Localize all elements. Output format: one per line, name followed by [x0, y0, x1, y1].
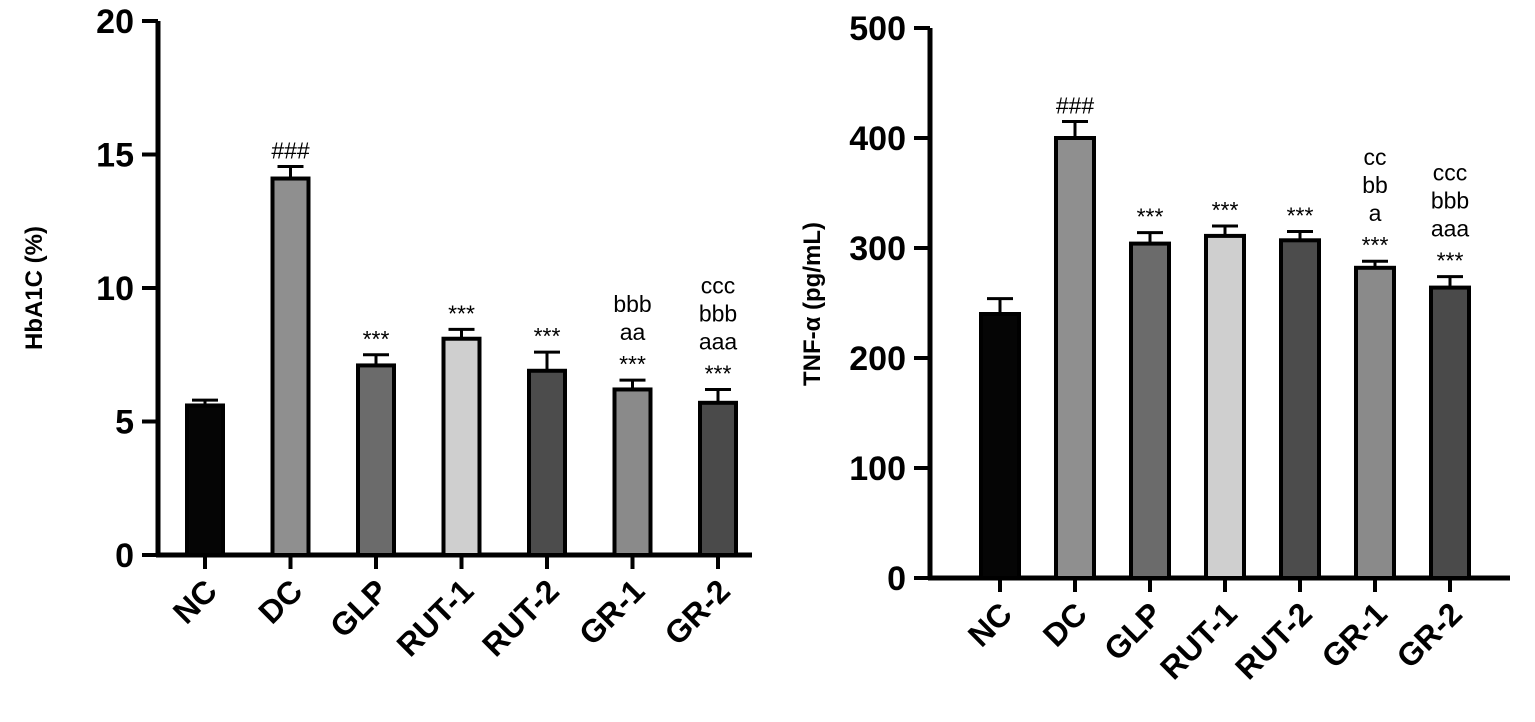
y-tick-label: 300: [849, 230, 906, 268]
bar: [1429, 285, 1471, 580]
bar: [979, 312, 1021, 580]
y-axis-title: HbA1C (%): [21, 226, 48, 350]
bar: [1129, 241, 1171, 580]
significance-label: ccc: [701, 272, 736, 298]
significance-label: ***: [1437, 248, 1464, 274]
y-tick-label: 100: [849, 450, 906, 488]
bar: [612, 387, 653, 557]
y-tick-label: 0: [887, 560, 906, 598]
hba1c-chart: 0 5 10 15 20 HbA1C (%) NC DC ### GLP *** RUT-1 *** RU…: [21, 3, 752, 663]
significance-label: aaa: [699, 328, 738, 354]
y-tick-label: 500: [849, 10, 906, 48]
x-tick-label: RUT-2: [1228, 595, 1319, 686]
y-tick-label: 400: [849, 120, 906, 158]
bar: [1279, 238, 1321, 581]
bar: [356, 363, 396, 557]
x-tick-label: DC: [251, 572, 309, 630]
bar: [698, 400, 738, 557]
x-tick-label: RUT-2: [475, 572, 566, 663]
x-tick-label: NC: [961, 595, 1019, 653]
significance-label: ***: [448, 300, 475, 326]
y-tick-label: 5: [115, 404, 134, 442]
significance-label: ***: [705, 360, 732, 386]
significance-label: aaa: [1431, 216, 1470, 242]
bar: [1054, 136, 1096, 580]
bar: [270, 176, 311, 557]
significance-label: ###: [1056, 93, 1095, 119]
x-tick-label: GR-2: [1389, 595, 1469, 675]
bar: [527, 368, 567, 557]
significance-label: ***: [363, 326, 390, 352]
significance-label: ***: [1137, 204, 1164, 230]
significance-label: ###: [271, 138, 310, 164]
significance-label: ***: [619, 351, 646, 377]
x-tick-label: DC: [1036, 595, 1094, 653]
significance-label: ccc: [1433, 160, 1468, 186]
bar: [1354, 265, 1396, 580]
significance-label: ***: [534, 323, 561, 349]
x-tick-label: GR-1: [1314, 595, 1394, 675]
y-tick-label: 10: [96, 270, 134, 308]
significance-label: ***: [1362, 232, 1389, 258]
y-tick-label: 0: [115, 537, 134, 575]
significance-label: ***: [1287, 203, 1314, 229]
significance-label: a: [1369, 200, 1382, 226]
significance-label: bb: [1362, 172, 1388, 198]
bar: [1204, 233, 1246, 580]
y-tick-label: 15: [96, 137, 134, 175]
significance-label: aa: [620, 319, 646, 345]
x-tick-label: GR-1: [572, 572, 652, 652]
significance-label: bbb: [699, 300, 737, 326]
y-tick-label: 200: [849, 340, 906, 378]
x-tick-label: GR-2: [657, 572, 737, 652]
y-tick-label: 20: [96, 3, 134, 41]
bar: [185, 403, 225, 558]
bar: [441, 336, 482, 558]
y-axis-title: TNF-α (pg/mL): [799, 222, 826, 386]
x-tick-label: NC: [166, 572, 224, 630]
significance-label: bbb: [613, 291, 651, 317]
x-tick-label: RUT-1: [1153, 595, 1244, 686]
significance-label: bbb: [1431, 188, 1469, 214]
significance-label: cc: [1364, 144, 1387, 170]
x-tick-label: RUT-1: [390, 572, 481, 663]
x-tick-label: GLP: [323, 572, 395, 644]
significance-label: ***: [1212, 197, 1239, 223]
